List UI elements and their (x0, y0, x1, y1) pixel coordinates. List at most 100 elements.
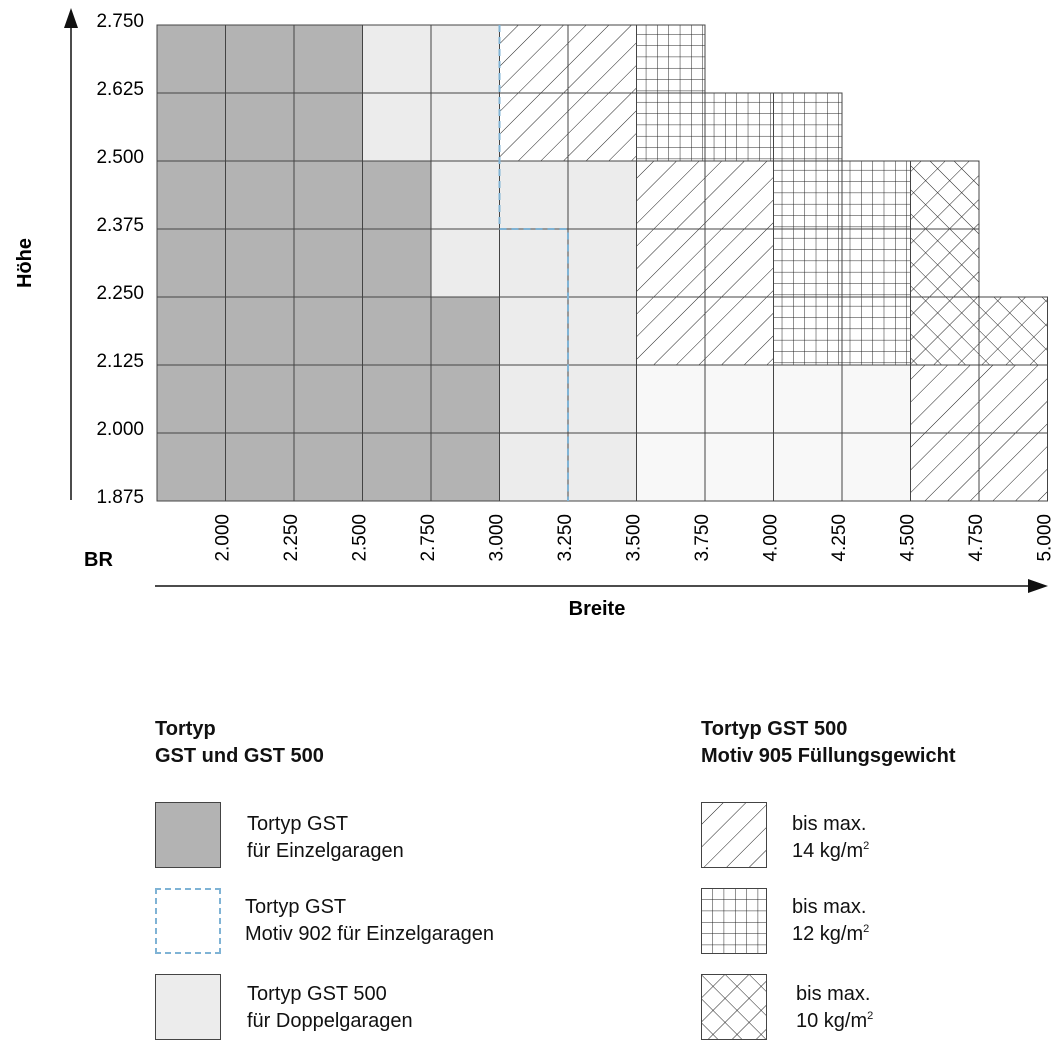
legend-swatch-cross (701, 974, 767, 1040)
chart-cell-gst (293, 364, 363, 434)
y-tick-label: 2.375 (96, 215, 144, 236)
x-tick-label: 5.000 (1035, 514, 1056, 562)
y-tick-label: 2.000 (96, 419, 144, 440)
y-tick-label: 2.750 (96, 11, 144, 32)
chart-cell-gst (362, 228, 432, 298)
chart-cell-h14 (567, 92, 637, 162)
chart-cell-light (841, 432, 911, 502)
legend-item-gst500: Tortyp GST 500 für Doppelgaragen (247, 983, 413, 1032)
legend-item-14kg: bis max. 14 kg/m2 (792, 813, 870, 862)
chart-cell-gst (225, 432, 295, 502)
chart-cell-x10 (910, 228, 980, 298)
chart-cell-gst (362, 160, 432, 230)
chart-cell-x10 (910, 160, 980, 230)
size-chart: 2.750 2.625 2.500 2.375 2.250 2.125 2.000 1.875… (14, 8, 1056, 620)
chart-cell-gst500 (499, 364, 569, 434)
legend-swatch-hatch (701, 802, 767, 868)
chart-cell-h14 (910, 432, 980, 502)
chart-cell-gst (156, 432, 226, 502)
chart-cell-g12 (773, 228, 843, 298)
chart-cell-g12 (773, 160, 843, 230)
legend-right-title: Tortyp GST 500 Motiv 905 Füllungsgewicht (701, 718, 956, 767)
chart-cell-gst (430, 432, 500, 502)
chart-cell-light (636, 364, 706, 434)
chart-cell-gst500 (430, 160, 500, 230)
chart-cell-gst (225, 92, 295, 162)
chart-cell-gst500 (499, 228, 569, 298)
chart-cell-gst (293, 160, 363, 230)
legend-item-gst: Tortyp GST für Einzelgaragen (247, 813, 404, 862)
chart-cell-light (773, 432, 843, 502)
chart-cell-g12 (841, 296, 911, 366)
chart-cell-gst500 (567, 364, 637, 434)
chart-cell-gst (430, 364, 500, 434)
chart-cell-gst500 (499, 432, 569, 502)
chart-cell-gst500 (567, 228, 637, 298)
y-tick-label: 2.125 (96, 351, 144, 372)
chart-cell-gst (293, 24, 363, 94)
chart-cell-light (704, 364, 774, 434)
chart-cell-g12 (636, 92, 706, 162)
chart-cell-light (841, 364, 911, 434)
legend-item-motiv902: Tortyp GST Motiv 902 für Einzelgaragen (245, 896, 495, 945)
motiv902-outline (498, 25, 569, 501)
y-axis-label: Höhe (14, 238, 36, 288)
chart-cell-h14 (499, 24, 569, 94)
x-tick-label: 2.750 (418, 514, 439, 562)
chart-cell-gst500 (430, 228, 500, 298)
chart-cell-gst (225, 296, 295, 366)
legend-swatch-motiv902 (155, 888, 221, 954)
x-tick-label: 3.000 (487, 514, 508, 562)
chart-cell-gst (156, 24, 226, 94)
chart-cell-h14 (978, 364, 1048, 434)
x-tick-label: 2.500 (350, 514, 371, 562)
chart-cell-light (636, 432, 706, 502)
chart-cell-gst (156, 296, 226, 366)
x-tick-label: 4.250 (829, 514, 850, 562)
chart-cell-g12 (773, 296, 843, 366)
x-tick-label: 3.750 (692, 514, 713, 562)
chart-cell-gst (225, 160, 295, 230)
chart-cell-gst (293, 432, 363, 502)
y-tick-label: 2.250 (96, 283, 144, 304)
chart-cell-g12 (773, 92, 843, 162)
chart-cell-gst (156, 364, 226, 434)
chart-cell-gst500 (362, 92, 432, 162)
y-axis-arrow-icon (64, 8, 78, 28)
chart-cell-gst500 (567, 432, 637, 502)
x-axis-label: Breite (569, 598, 626, 620)
chart-cell-gst (225, 364, 295, 434)
y-tick-label: 2.625 (96, 79, 144, 100)
chart-cell-h14 (636, 296, 706, 366)
chart-cell-h14 (978, 432, 1048, 502)
chart-cell-gst (225, 228, 295, 298)
chart-cell-g12 (636, 24, 706, 94)
chart-cell-g12 (704, 92, 774, 162)
chart-cell-gst500 (430, 24, 500, 94)
chart-cell-h14 (704, 296, 774, 366)
legend-value-12: 12 kg/m (792, 923, 864, 945)
chart-cell-light (773, 364, 843, 434)
chart-cell-h14 (704, 228, 774, 298)
x-tick-label: 4.750 (966, 514, 987, 562)
legend-swatch-gst500 (155, 974, 221, 1040)
chart-cell-gst (225, 24, 295, 94)
x-tick-label: 3.250 (555, 514, 576, 562)
legend-value-14: 14 kg/m (792, 840, 864, 862)
chart-cell-gst500 (499, 160, 569, 230)
x-tick-label: 2.250 (281, 514, 302, 562)
legend-item-12kg: bis max. 12 kg/m2 (792, 896, 870, 945)
chart-cell-g12 (841, 160, 911, 230)
x-tick-label: 3.500 (624, 514, 645, 562)
chart-cell-gst (362, 296, 432, 366)
chart-cell-gst (362, 432, 432, 502)
legend-swatch-gst (155, 802, 221, 868)
x-tick-label: 2.000 (213, 514, 234, 562)
legend-value-10: 10 kg/m (796, 1010, 868, 1032)
legend-left-title: Tortyp GST und GST 500 (155, 718, 324, 767)
chart-cell-gst500 (499, 296, 569, 366)
x-axis-arrow-icon (1028, 579, 1048, 593)
chart-cell-gst500 (362, 24, 432, 94)
chart-cell-gst (156, 160, 226, 230)
chart-cell-gst500 (567, 160, 637, 230)
